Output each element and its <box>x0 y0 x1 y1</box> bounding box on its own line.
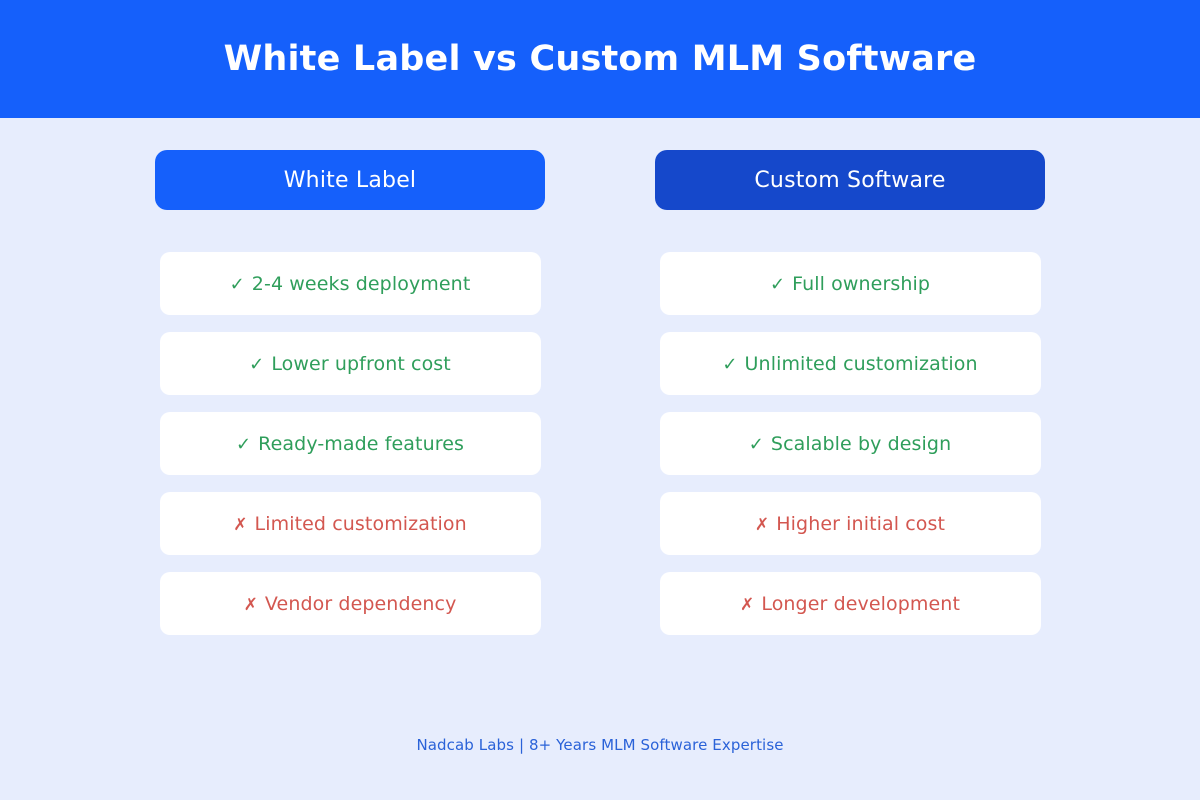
check-icon: ✓ <box>769 273 786 295</box>
feature-label: Scalable by design <box>770 432 952 455</box>
feature-card: ✓ Lower upfront cost <box>159 332 541 395</box>
cross-icon: ✗ <box>243 594 258 615</box>
check-icon: ✓ <box>229 273 245 295</box>
feature-card: ✗ Vendor dependency <box>159 572 541 635</box>
feature-card: ✗ Limited customization <box>159 492 541 555</box>
check-icon: ✓ <box>249 353 265 375</box>
feature-text: ✗ Limited customization <box>233 513 467 535</box>
feature-card: ✗ Higher initial cost <box>659 492 1041 555</box>
cross-icon: ✗ <box>754 514 770 535</box>
comparison-column: White Label ✓ 2-4 weeks deployment ✓ Lower u… <box>155 150 545 678</box>
feature-label: Unlimited customization <box>744 352 978 375</box>
feature-label: Limited customization <box>254 512 467 535</box>
feature-text: ✓ Ready-made features <box>236 433 464 455</box>
feature-text: ✓ Unlimited customization <box>722 353 977 375</box>
header-banner: White Label vs Custom MLM Software <box>0 0 1200 118</box>
feature-label: 2-4 weeks deployment <box>251 272 471 295</box>
page-title: White Label vs Custom MLM Software <box>223 38 977 79</box>
feature-text: ✗ Longer development <box>740 593 960 615</box>
column-header-white-label[interactable]: White Label <box>155 150 545 210</box>
check-icon: ✓ <box>235 433 252 455</box>
comparison-columns: White Label ✓ 2-4 weeks deployment ✓ Lower u… <box>0 118 1200 678</box>
feature-card: ✓ Full ownership <box>659 252 1041 315</box>
feature-text: ✗ Higher initial cost <box>755 513 945 535</box>
feature-card: ✓ Ready-made features <box>159 412 541 475</box>
check-icon: ✓ <box>722 353 738 375</box>
feature-list: ✓ Full ownership ✓ Unlimited customization ✓… <box>655 252 1045 635</box>
feature-label: Ready-made features <box>258 432 465 455</box>
column-header-custom-software[interactable]: Custom Software <box>655 150 1045 210</box>
feature-card: ✓ Scalable by design <box>659 412 1041 475</box>
feature-text: ✓ Scalable by design <box>749 433 952 455</box>
feature-text: ✓ Lower upfront cost <box>249 353 451 375</box>
comparison-column: Custom Software ✓ Full ownership ✓ Unlimited… <box>655 150 1045 678</box>
feature-list: ✓ 2-4 weeks deployment ✓ Lower upfront cost… <box>155 252 545 635</box>
cross-icon: ✗ <box>739 594 755 615</box>
feature-card: ✓ Unlimited customization <box>659 332 1041 395</box>
feature-text: ✓ 2-4 weeks deployment <box>230 273 471 295</box>
feature-card: ✗ Longer development <box>659 572 1041 635</box>
feature-text: ✓ Full ownership <box>770 273 930 295</box>
feature-label: Lower upfront cost <box>271 352 451 375</box>
feature-label: Longer development <box>761 592 960 615</box>
feature-label: Vendor dependency <box>264 592 457 615</box>
feature-text: ✗ Vendor dependency <box>244 593 457 615</box>
feature-label: Full ownership <box>792 272 931 295</box>
feature-label: Higher initial cost <box>776 512 946 535</box>
check-icon: ✓ <box>748 433 764 455</box>
feature-card: ✓ 2-4 weeks deployment <box>159 252 541 315</box>
footer: Nadcab Labs | 8+ Years MLM Software Expe… <box>0 735 1200 754</box>
cross-icon: ✗ <box>233 514 248 535</box>
footer-credit-text: Nadcab Labs | 8+ Years MLM Software Expe… <box>416 736 784 754</box>
